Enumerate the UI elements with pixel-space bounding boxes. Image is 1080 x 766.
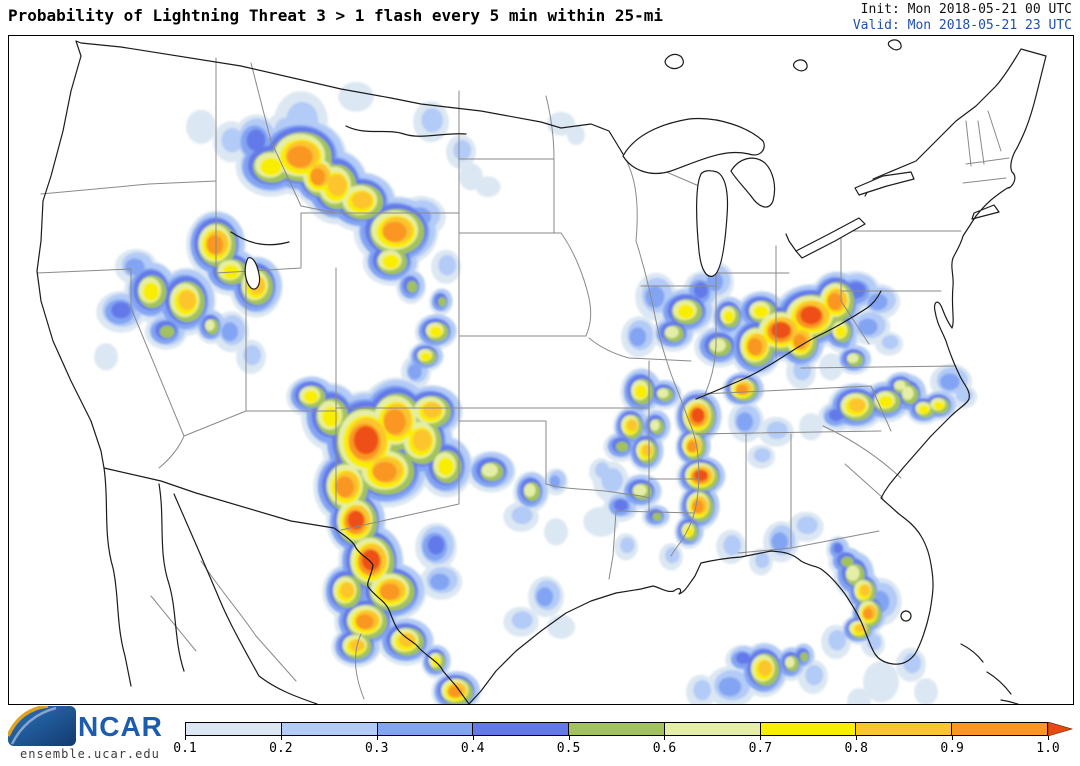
colorbar-segment [472, 723, 569, 735]
colorbar-tick [856, 736, 858, 740]
site-url: ensemble.ucar.edu [20, 747, 160, 761]
colorbar-tick-label: 0.5 [556, 741, 581, 756]
colorbar-tick [952, 736, 954, 740]
colorbar-tick-label: 0.1 [173, 741, 197, 756]
colorbar-segment [280, 723, 377, 735]
colorbar-tick-label: 1.0 [1036, 741, 1060, 756]
great-salt-lake [244, 257, 261, 290]
page-title: Probability of Lightning Threat 3 > 1 fl… [8, 6, 664, 25]
colorbar-tick-label: 0.7 [748, 741, 773, 756]
colorbar-arrow [1048, 722, 1074, 736]
colorbar-segment [568, 723, 664, 735]
init-time: Init: Mon 2018-05-21 00 UTC [860, 2, 1072, 17]
colorbar-tick [664, 736, 666, 740]
colorbar-tick [568, 736, 570, 740]
ohio-river [695, 290, 882, 400]
lake-okeechobee [900, 610, 912, 622]
colorbar-tick [376, 736, 378, 740]
colorbar-segment [951, 723, 1048, 735]
colorbar-tick [280, 736, 282, 740]
colorbar-segment [186, 723, 281, 735]
colorbar-segments [185, 722, 1048, 736]
mexico-coast [103, 467, 318, 704]
colorbar-tick-label: 0.9 [940, 741, 964, 756]
canada-lakes [664, 39, 902, 72]
run-times: Init: Mon 2018-05-21 00 UTC Valid: Mon 2… [853, 2, 1072, 34]
colorbar-tick [760, 736, 762, 740]
colorbar-tick-label: 0.2 [269, 741, 293, 756]
us-probability-map [36, 39, 1047, 704]
rivers [230, 125, 467, 246]
ncar-logo [8, 706, 76, 746]
colorbar-tick-label: 0.4 [460, 741, 485, 756]
colorbar-segment [663, 723, 760, 735]
colorbar-segment [376, 723, 473, 735]
colorbar-tick [472, 736, 474, 740]
ncar-logo-text: NCAR [78, 711, 163, 742]
state-boundaries [36, 57, 1010, 700]
probability-colorbar: 0.1 0.2 0.3 0.4 0.5 0.6 0.7 0.8 0.9 1.0 [173, 722, 1080, 758]
great-lakes [622, 117, 915, 277]
coastline-and-borders [36, 39, 1047, 704]
colorbar-tick [1048, 736, 1049, 740]
colorbar-tick-label: 0.3 [365, 741, 389, 756]
probability-blobs [94, 81, 978, 704]
valid-time: Valid: Mon 2018-05-21 23 UTC [852, 18, 1072, 33]
map-frame [8, 35, 1074, 705]
colorbar-tick-label: 0.6 [652, 741, 677, 756]
islands [960, 643, 1019, 704]
colorbar-segment [855, 723, 952, 735]
colorbar-segment [759, 723, 856, 735]
colorbar-tick-label: 0.8 [844, 741, 868, 756]
colorbar-tick [185, 736, 186, 740]
